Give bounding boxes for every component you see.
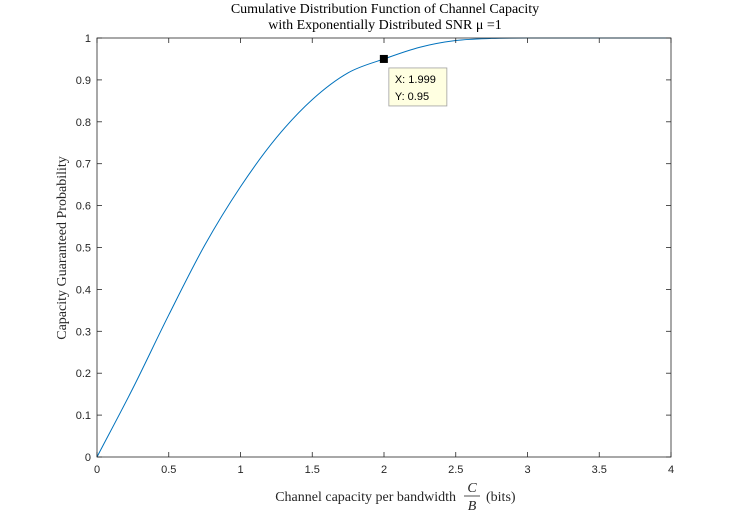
y-tick-label: 0 — [85, 452, 91, 464]
y-tick-label: 0.3 — [76, 326, 91, 338]
x-axis-label-numerator: C — [467, 481, 477, 496]
x-tick-label: 0 — [94, 464, 100, 476]
y-axis-label: Capacity Guaranteed Probability — [55, 156, 70, 340]
y-tick-label: 0.6 — [76, 201, 91, 213]
y-tick-label: 0.9 — [76, 75, 91, 87]
datatip-box — [388, 67, 448, 107]
x-tick-label: 1 — [237, 464, 243, 476]
x-axis-label-denominator: B — [468, 499, 477, 513]
x-axis-label-suffix: (bits) — [486, 490, 516, 505]
ticks-layer: 0 0.5 1 1.5 2 2.5 3 3.5 4 0 0.1 0.2 0.3 0.4 0.5 0.6 0.7 0… — [76, 33, 674, 476]
y-tick-label: 0.4 — [76, 284, 91, 296]
x-tick-label: 3.5 — [592, 464, 607, 476]
datatip-x-label: X: 1.999 — [395, 74, 436, 86]
x-tick-label: 0.5 — [161, 464, 176, 476]
datatip[interactable]: X: 1.999 Y: 0.95 — [379, 54, 448, 107]
y-tick-label: 0.2 — [76, 368, 91, 380]
x-tick-label: 4 — [668, 464, 674, 476]
x-axis-label: Channel capacity per bandwidth C B (bits… — [275, 481, 516, 514]
y-tick-label: 0.1 — [76, 410, 91, 422]
y-tick-label: 0.8 — [76, 117, 91, 129]
x-tick-label: 2 — [381, 464, 387, 476]
x-tick-label: 2.5 — [448, 464, 463, 476]
datatip-y-label: Y: 0.95 — [395, 91, 429, 103]
chart-title-line1: Cumulative Distribution Function of Chan… — [231, 2, 539, 17]
x-axis-label-text: Channel capacity per bandwidth — [275, 490, 456, 505]
y-tick-label: 1 — [85, 33, 91, 45]
chart-title-line2: with Exponentially Distributed SNR μ =1 — [268, 18, 502, 33]
x-tick-label: 1.5 — [305, 464, 320, 476]
plot-area — [97, 38, 671, 457]
x-tick-label: 3 — [524, 464, 530, 476]
y-tick-label: 0.7 — [76, 159, 91, 171]
y-tick-label: 0.5 — [76, 243, 91, 255]
datatip-marker[interactable] — [379, 54, 388, 63]
